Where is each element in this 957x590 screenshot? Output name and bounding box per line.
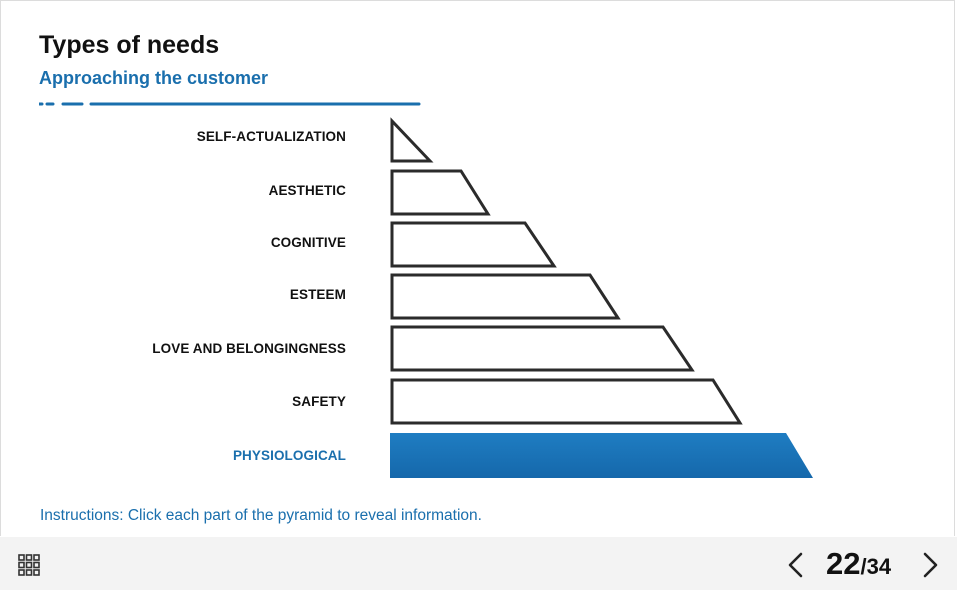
pyramid-level-physiological[interactable] — [390, 433, 813, 478]
player-bottom-bar: 22/34 — [0, 537, 957, 590]
pyramid-level-esteem[interactable] — [392, 275, 618, 318]
pyramid-level-aesthetic[interactable] — [392, 171, 488, 214]
page-counter: 22/34 — [826, 546, 891, 582]
current-page-number: 22 — [826, 546, 860, 581]
pyramid-level-cognitive[interactable] — [392, 223, 554, 266]
slide: Types of needs Approaching the customer … — [0, 0, 955, 536]
total-pages: /34 — [860, 554, 891, 579]
chevron-right-icon[interactable] — [920, 552, 940, 578]
instructions-text: Instructions: Click each part of the pyr… — [40, 507, 482, 525]
pyramid-level-self-actualization[interactable] — [392, 121, 430, 161]
grid-menu-icon[interactable] — [18, 554, 40, 576]
pyramid-level-safety[interactable] — [392, 380, 740, 423]
needs-pyramid — [1, 1, 956, 537]
chevron-left-icon[interactable] — [786, 552, 806, 578]
pyramid-level-love-and-belongingness[interactable] — [392, 327, 692, 370]
